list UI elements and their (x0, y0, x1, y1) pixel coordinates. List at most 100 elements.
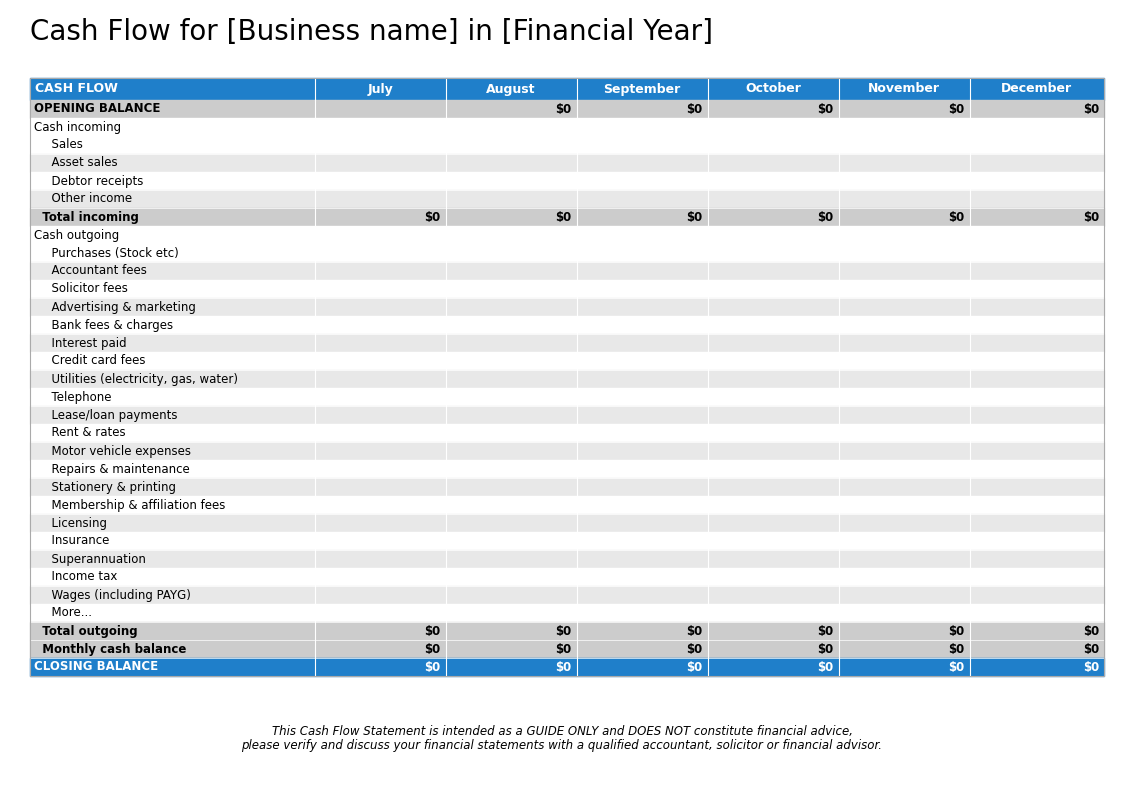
Bar (30, 226, 1104, 244)
Text: $0: $0 (817, 642, 834, 656)
Text: $0: $0 (949, 211, 964, 223)
Bar (30, 550, 1104, 568)
Text: $0: $0 (687, 661, 702, 673)
Text: Sales: Sales (44, 138, 83, 152)
Text: Debtor receipts: Debtor receipts (44, 174, 144, 188)
Text: September: September (604, 83, 681, 95)
Bar (30, 136, 1104, 154)
Text: Interest paid: Interest paid (44, 336, 127, 350)
Bar (30, 586, 1104, 604)
Text: Lease/loan payments: Lease/loan payments (44, 409, 178, 421)
Text: Motor vehicle expenses: Motor vehicle expenses (44, 444, 191, 457)
Text: $0: $0 (817, 211, 834, 223)
Bar (30, 316, 1104, 334)
Text: Superannuation: Superannuation (44, 553, 146, 565)
Text: $0: $0 (1082, 103, 1099, 115)
Bar (30, 568, 1104, 586)
Text: please verify and discuss your financial statements with a qualified accountant,: please verify and discuss your financial… (242, 739, 882, 751)
Text: More...: More... (44, 607, 92, 619)
Text: Utilities (electricity, gas, water): Utilities (electricity, gas, water) (44, 373, 238, 386)
Bar (30, 460, 1104, 478)
Text: Monthly cash balance: Monthly cash balance (34, 642, 187, 656)
Text: $0: $0 (555, 642, 572, 656)
Bar (30, 604, 1104, 622)
Text: $0: $0 (1082, 642, 1099, 656)
Text: Wages (including PAYG): Wages (including PAYG) (44, 588, 191, 602)
Text: Insurance: Insurance (44, 534, 109, 548)
Text: Licensing: Licensing (44, 517, 107, 529)
Text: $0: $0 (687, 642, 702, 656)
Text: Stationery & printing: Stationery & printing (44, 480, 176, 494)
Bar (30, 496, 1104, 514)
Bar (30, 442, 1104, 460)
Bar (30, 622, 1104, 640)
Text: $0: $0 (425, 642, 441, 656)
Bar (30, 154, 1104, 172)
Text: Accountant fees: Accountant fees (44, 265, 147, 277)
Text: December: December (1001, 83, 1072, 95)
Text: $0: $0 (687, 103, 702, 115)
Text: $0: $0 (1082, 625, 1099, 638)
Bar (30, 658, 1104, 676)
Text: Total outgoing: Total outgoing (34, 625, 137, 638)
Bar (30, 262, 1104, 280)
Text: $0: $0 (555, 211, 572, 223)
Text: $0: $0 (817, 661, 834, 673)
Text: OPENING BALANCE: OPENING BALANCE (34, 103, 161, 115)
Text: $0: $0 (555, 625, 572, 638)
Bar (30, 118, 1104, 136)
Text: October: October (745, 83, 801, 95)
Text: Membership & affiliation fees: Membership & affiliation fees (44, 498, 226, 511)
Bar (30, 352, 1104, 370)
Text: $0: $0 (425, 211, 441, 223)
Text: Cash outgoing: Cash outgoing (34, 228, 119, 242)
Text: Credit card fees: Credit card fees (44, 355, 145, 367)
Bar (30, 514, 1104, 532)
Text: Advertising & marketing: Advertising & marketing (44, 301, 196, 313)
Bar (30, 100, 1104, 118)
Bar (30, 334, 1104, 352)
Bar (30, 78, 1104, 676)
Text: Asset sales: Asset sales (44, 157, 118, 169)
Bar (30, 532, 1104, 550)
Text: $0: $0 (1082, 661, 1099, 673)
Text: July: July (368, 83, 393, 95)
Text: $0: $0 (1082, 211, 1099, 223)
Text: Cash incoming: Cash incoming (34, 121, 121, 134)
Bar (30, 208, 1104, 226)
Text: $0: $0 (817, 103, 834, 115)
Text: Telephone: Telephone (44, 390, 111, 404)
Bar (30, 280, 1104, 298)
Text: $0: $0 (949, 103, 964, 115)
Text: $0: $0 (555, 103, 572, 115)
Text: $0: $0 (817, 625, 834, 638)
Text: Solicitor fees: Solicitor fees (44, 282, 128, 296)
Text: CLOSING BALANCE: CLOSING BALANCE (34, 661, 158, 673)
Text: $0: $0 (687, 625, 702, 638)
Text: This Cash Flow Statement is intended as a GUIDE ONLY and DOES NOT constitute fin: This Cash Flow Statement is intended as … (272, 724, 852, 738)
Text: Rent & rates: Rent & rates (44, 426, 126, 440)
Text: $0: $0 (949, 642, 964, 656)
Bar (30, 172, 1104, 190)
Text: Purchases (Stock etc): Purchases (Stock etc) (44, 246, 179, 259)
Text: $0: $0 (555, 661, 572, 673)
Bar (30, 78, 1104, 100)
Bar (30, 244, 1104, 262)
Text: Other income: Other income (44, 192, 133, 205)
Bar (30, 388, 1104, 406)
Bar (30, 406, 1104, 424)
Bar (30, 478, 1104, 496)
Text: Repairs & maintenance: Repairs & maintenance (44, 463, 190, 475)
Text: $0: $0 (687, 211, 702, 223)
Text: November: November (868, 83, 941, 95)
Text: CASH FLOW: CASH FLOW (35, 83, 118, 95)
Bar (30, 424, 1104, 442)
Text: Cash Flow for [Business name] in [Financial Year]: Cash Flow for [Business name] in [Financ… (30, 18, 713, 46)
Text: $0: $0 (425, 661, 441, 673)
Bar (30, 640, 1104, 658)
Text: $0: $0 (949, 625, 964, 638)
Bar (30, 190, 1104, 208)
Bar (30, 370, 1104, 388)
Text: Bank fees & charges: Bank fees & charges (44, 319, 173, 332)
Bar (30, 298, 1104, 316)
